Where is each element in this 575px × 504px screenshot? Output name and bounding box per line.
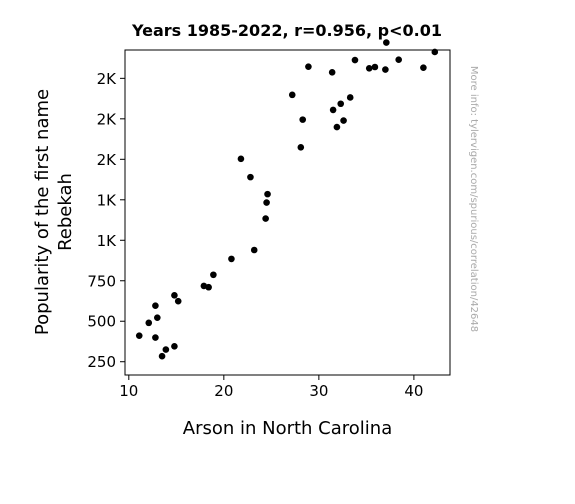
- data-point: [247, 173, 254, 181]
- watermark-text: More info: tylervigen.com/spurious/corre…: [468, 66, 479, 332]
- y-tick-label: 1K: [97, 191, 118, 209]
- x-axis-ticks: 10 20 30 40: [119, 375, 423, 400]
- data-point: [171, 343, 178, 350]
- data-point: [152, 302, 159, 309]
- plot-frame: [124, 49, 451, 376]
- data-point: [171, 292, 178, 299]
- data-point: [210, 271, 217, 279]
- data-point: [162, 346, 170, 353]
- data-point: [250, 246, 258, 254]
- data-point: [152, 334, 159, 341]
- data-point: [395, 56, 402, 64]
- x-axis-label: Arson in North Carolina: [183, 418, 393, 439]
- y-tick-label: 1K: [97, 232, 118, 250]
- data-point: [365, 64, 373, 72]
- x-tick-label: 40: [404, 382, 423, 400]
- data-point: [351, 56, 359, 64]
- y-axis-label-line-1: Popularity of the first name: [32, 89, 53, 335]
- x-tick-label: 10: [119, 382, 138, 400]
- data-point: [346, 94, 354, 101]
- data-point: [154, 314, 161, 321]
- data-point: [237, 155, 245, 163]
- y-tick-label: 2K: [97, 110, 118, 128]
- data-point: [264, 190, 271, 198]
- y-tick-label: 500: [87, 313, 116, 331]
- data-point: [288, 91, 296, 99]
- data-point: [297, 144, 305, 151]
- y-axis-ticks: 250 500 750 1K 1K 2K 2K 2K: [87, 70, 125, 371]
- data-point: [299, 116, 307, 123]
- data-point: [262, 215, 269, 222]
- plot-background: [125, 50, 450, 375]
- y-tick-label: 2K: [97, 70, 118, 88]
- data-point: [305, 63, 312, 70]
- data-point: [158, 352, 166, 360]
- x-tick-label: 20: [214, 382, 233, 400]
- y-tick-label: 2K: [97, 151, 118, 169]
- y-axis-label-line-2: Rebekah: [55, 173, 76, 251]
- data-point: [328, 69, 336, 76]
- data-point: [371, 63, 379, 71]
- data-point: [135, 332, 143, 339]
- data-point: [333, 123, 341, 131]
- data-point: [340, 117, 347, 124]
- data-point: [228, 255, 235, 263]
- x-tick-label: 30: [309, 382, 328, 400]
- data-point: [420, 64, 427, 71]
- data-point: [263, 199, 270, 206]
- y-tick-label: 750: [87, 272, 116, 290]
- data-point: [337, 100, 345, 108]
- y-tick-label: 250: [87, 353, 116, 371]
- data-point: [329, 106, 337, 114]
- plot-area: [125, 50, 450, 375]
- data-point: [382, 66, 389, 73]
- data-point: [174, 297, 182, 305]
- data-point: [205, 283, 212, 291]
- chart-title: Years 1985-2022, r=0.956, p<0.01: [131, 21, 442, 40]
- data-point: [145, 319, 153, 327]
- data-point: [383, 39, 390, 46]
